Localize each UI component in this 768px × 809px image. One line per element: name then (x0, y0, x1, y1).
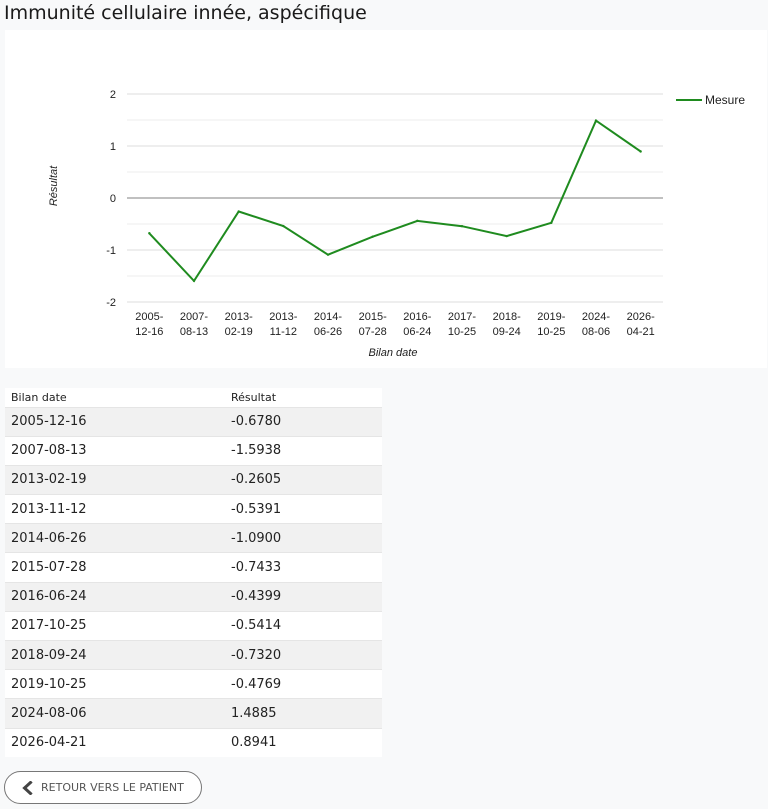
data-point[interactable] (148, 232, 151, 235)
x-tick-label: 2014-06-26 (314, 311, 342, 338)
table-row: 2019-10-25 -0.4769 (5, 669, 382, 699)
x-tick-label: 2016-06-24 (403, 311, 431, 338)
table-row: 2005-12-16 -0.6780 (5, 406, 382, 437)
y-tick-label: -2 (106, 297, 116, 309)
back-to-patient-button[interactable]: RETOUR VERS LE PATIENT (4, 771, 202, 804)
data-point[interactable] (594, 119, 598, 122)
column-header-date[interactable]: Bilan date (11, 390, 67, 404)
x-axis-title: Bilan date (369, 347, 418, 359)
cell-date: 2007-08-13 (5, 435, 231, 466)
cell-result: 0.8941 (231, 727, 382, 758)
cell-date: 2016-06-24 (5, 581, 231, 612)
cell-date: 2026-04-21 (5, 727, 231, 758)
y-tick-label: 0 (110, 193, 116, 205)
table-row: 2013-11-12 -0.5391 (5, 494, 382, 524)
cell-date: 2005-12-16 (5, 406, 231, 437)
data-point[interactable] (416, 219, 419, 223)
cell-date: 2013-02-19 (5, 464, 231, 495)
cell-result: -0.2605 (231, 464, 382, 495)
page-title: Immunité cellulaire innée, aspécifique (4, 2, 367, 24)
chart-panel: -2 -1 0 1 2 2005-12-16 2007-08-13 2013-02-19 201… (5, 30, 767, 368)
x-tick-label: 2005-12-16 (135, 311, 163, 338)
data-point[interactable] (550, 221, 553, 224)
data-point[interactable] (371, 235, 374, 238)
x-tick-label: 2018-09-24 (493, 311, 521, 338)
table-row: 2007-08-13 -1.5938 (5, 435, 382, 466)
data-point[interactable] (282, 224, 285, 228)
x-tick-label: 2024-08-06 (582, 311, 610, 338)
x-tick-label: 2026-04-21 (627, 311, 655, 338)
data-point[interactable] (505, 234, 508, 238)
back-button-label: RETOUR VERS LE PATIENT (41, 781, 184, 794)
table-row: 2015-07-28 -0.7433 (5, 552, 382, 583)
table-row: 2017-10-25 -0.5414 (5, 610, 382, 641)
legend-label: Mesure (705, 93, 745, 107)
cell-result: 1.4885 (231, 698, 382, 729)
cell-result: -0.5391 (231, 494, 382, 524)
data-point[interactable] (460, 224, 464, 228)
data-point[interactable] (639, 150, 642, 153)
table-row: 2016-06-24 -0.4399 (5, 581, 382, 612)
series-line-mesure (148, 119, 642, 283)
cell-date: 2014-06-26 (5, 523, 231, 553)
cell-result: -0.5414 (231, 610, 382, 641)
data-point[interactable] (237, 210, 240, 213)
x-tick-label: 2019-10-25 (537, 311, 565, 338)
cell-date: 2015-07-28 (5, 552, 231, 583)
table-row: 2014-06-26 -1.0900 (5, 523, 382, 553)
data-point[interactable] (192, 279, 196, 283)
chevron-left-icon (22, 780, 33, 795)
cell-date: 2019-10-25 (5, 669, 231, 699)
table-row: 2018-09-24 -0.7320 (5, 639, 382, 670)
table-header-row: Bilan date Résultat (5, 388, 382, 407)
cell-date: 2018-09-24 (5, 639, 231, 670)
cell-date: 2013-11-12 (5, 494, 231, 524)
y-tick-label: 1 (110, 141, 116, 153)
y-tick-label: -1 (106, 245, 116, 257)
results-table: Bilan date Résultat 2005-12-16 -0.6780 200… (5, 388, 382, 758)
x-tick-label: 2015-07-28 (359, 311, 387, 338)
cell-date: 2017-10-25 (5, 610, 231, 641)
x-tick-label: 2013-11-12 (269, 311, 297, 338)
table-body: 2005-12-16 -0.6780 2007-08-13 -1.5938 2013-0… (5, 406, 382, 758)
cell-result: -0.4769 (231, 669, 382, 699)
cell-result: -0.7433 (231, 552, 382, 583)
y-tick-label: 2 (110, 89, 116, 101)
cell-result: -0.4399 (231, 581, 382, 612)
column-header-result[interactable]: Résultat (231, 390, 277, 404)
line-chart: -2 -1 0 1 2 2005-12-16 2007-08-13 2013-02-19 201… (48, 89, 745, 359)
table-row: 2013-02-19 -0.2605 (5, 464, 382, 495)
cell-date: 2024-08-06 (5, 698, 231, 729)
table-row: 2026-04-21 0.8941 (5, 727, 382, 758)
cell-result: -0.7320 (231, 639, 382, 670)
cell-result: -1.0900 (231, 523, 382, 553)
table-row: 2024-08-06 1.4885 (5, 698, 382, 729)
x-tick-label: 2013-02-19 (225, 311, 253, 338)
cell-result: -1.5938 (231, 435, 382, 466)
x-tick-label: 2017-10-25 (448, 311, 476, 338)
cell-result: -0.6780 (231, 406, 382, 437)
x-tick-label: 2007-08-13 (180, 311, 208, 338)
data-point[interactable] (326, 253, 330, 256)
y-axis-title: Résultat (48, 165, 60, 206)
